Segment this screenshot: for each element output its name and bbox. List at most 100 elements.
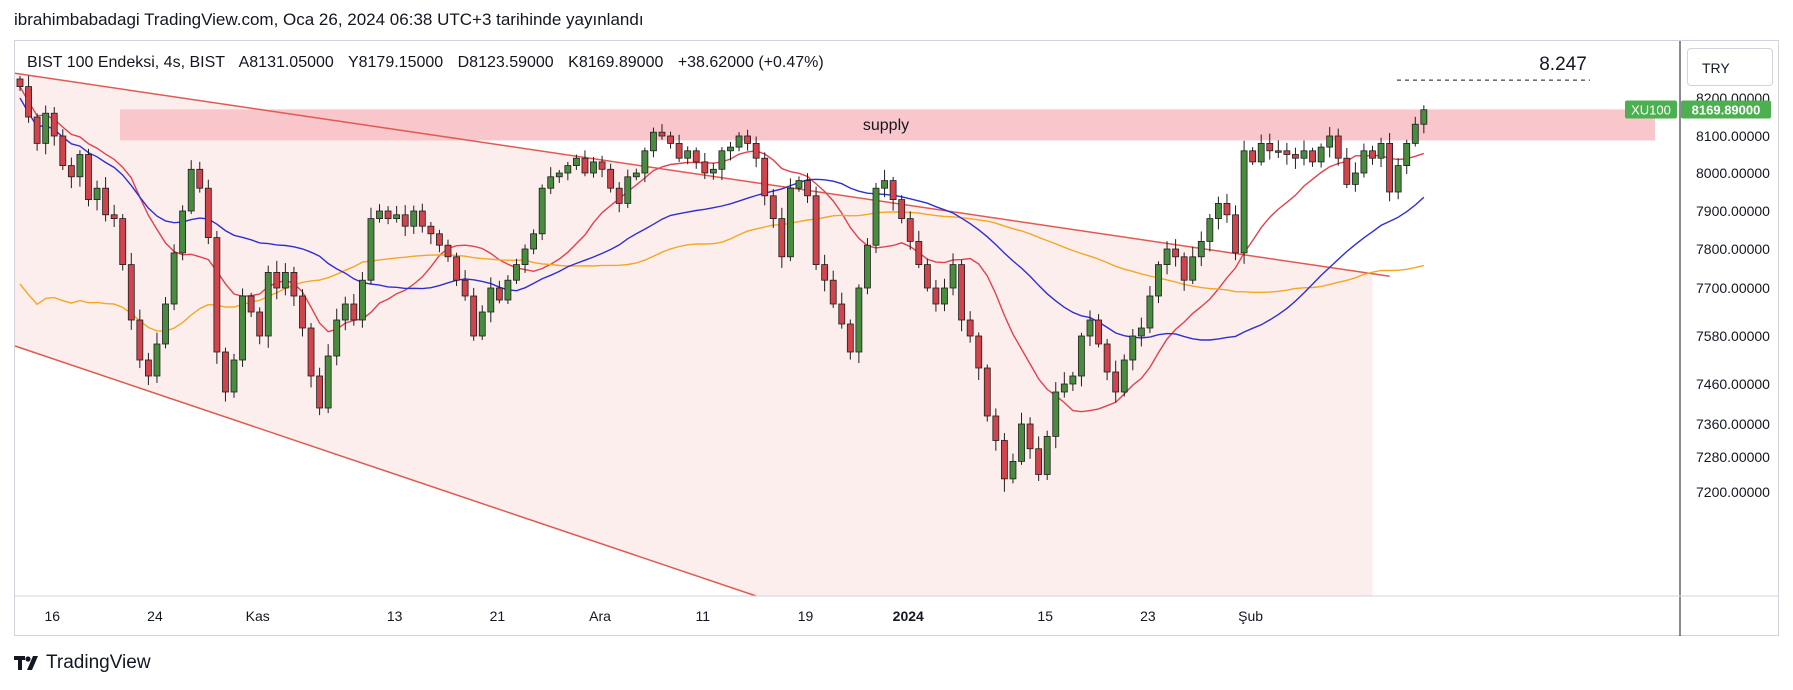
- candle-body: [530, 233, 537, 250]
- candle: [530, 229, 537, 255]
- candle-body: [273, 271, 281, 289]
- candle-body: [718, 150, 726, 170]
- candle-body: [898, 199, 906, 220]
- candle-body: [1266, 142, 1274, 152]
- candle: [136, 309, 144, 369]
- candle-body: [153, 343, 161, 377]
- candle-body: [376, 210, 383, 219]
- candle: [564, 161, 572, 181]
- candle-body: [675, 142, 683, 159]
- candle-body: [838, 303, 846, 325]
- candle-body: [144, 359, 152, 377]
- footer-brand[interactable]: TradingView: [14, 652, 151, 674]
- y-tick-label: 7360.00000: [1696, 416, 1770, 432]
- candle: [667, 131, 674, 149]
- candle: [384, 206, 392, 225]
- candle: [1249, 147, 1257, 165]
- x-tick-label: Şub: [1238, 608, 1263, 624]
- candle-body: [1146, 295, 1154, 329]
- candle: [1274, 140, 1282, 159]
- y-tick-label: 7280.00000: [1696, 449, 1770, 465]
- legend-low: D8123.59000: [457, 54, 554, 71]
- candle-body: [102, 187, 109, 216]
- candle: [838, 292, 846, 329]
- candle: [76, 150, 84, 187]
- candle-body: [67, 165, 75, 178]
- last-price-tag: XU100 8169.89000: [1625, 100, 1771, 119]
- candle: [504, 275, 512, 304]
- candle: [119, 214, 127, 271]
- candle-body: [1086, 319, 1094, 337]
- candle: [1257, 134, 1265, 166]
- candle-body: [769, 195, 777, 220]
- candle-body: [470, 295, 478, 337]
- candle-body: [324, 355, 332, 409]
- candle-body: [1309, 150, 1316, 163]
- candle: [127, 252, 135, 330]
- candle: [709, 162, 717, 180]
- candle-body: [804, 180, 811, 197]
- candle-body: [1411, 123, 1419, 144]
- candle-body: [1283, 150, 1291, 155]
- y-tick-label: 7800.00000: [1696, 241, 1770, 257]
- candle-body: [93, 187, 101, 200]
- candle: [812, 186, 820, 270]
- candle: [1377, 137, 1385, 168]
- candle: [316, 367, 324, 416]
- candle: [735, 132, 743, 152]
- candle-body: [744, 135, 751, 144]
- candle-body: [1069, 375, 1077, 385]
- y-tick-label: 7460.00000: [1696, 376, 1770, 392]
- candle: [1155, 261, 1162, 304]
- candle: [367, 207, 375, 285]
- last-price-badge: [1681, 100, 1771, 119]
- candle: [1360, 143, 1368, 178]
- candle: [547, 167, 555, 194]
- candle: [179, 205, 187, 261]
- candle-body: [33, 116, 41, 144]
- y-tick-label: 7900.00000: [1696, 203, 1770, 219]
- candle: [872, 182, 880, 254]
- candle: [444, 239, 452, 262]
- chart-frame[interactable]: [14, 40, 1779, 636]
- candle-body: [1249, 150, 1257, 163]
- currency-selector[interactable]: TRY: [1687, 48, 1773, 86]
- candle: [958, 259, 965, 332]
- candle: [692, 147, 700, 169]
- candle: [93, 180, 101, 211]
- candle: [632, 168, 640, 181]
- candle: [966, 311, 974, 343]
- candle: [1120, 354, 1128, 397]
- candle-body: [1420, 109, 1428, 125]
- candle-body: [1343, 157, 1351, 185]
- candle: [67, 157, 75, 189]
- candle-body: [1334, 135, 1342, 159]
- candle-body: [1189, 256, 1197, 281]
- channel-fill: [15, 73, 1373, 597]
- legend-symbol[interactable]: BIST 100 Endeksi, 4s, BIST: [27, 54, 226, 71]
- candle-body: [1120, 359, 1128, 393]
- candle: [16, 75, 24, 92]
- candle: [1009, 453, 1017, 484]
- candle: [624, 169, 632, 208]
- candle: [239, 288, 246, 367]
- candle: [1223, 193, 1231, 223]
- channel-upper-line: [14, 72, 1390, 278]
- candle: [590, 156, 597, 178]
- x-tick-label: Kas: [246, 608, 270, 624]
- candle: [513, 258, 520, 284]
- candle: [1283, 142, 1291, 165]
- candle-body: [119, 218, 127, 266]
- candle-body: [881, 180, 888, 189]
- candle: [333, 308, 341, 366]
- candle: [42, 105, 50, 155]
- candle: [898, 195, 906, 224]
- candle-body: [213, 237, 221, 353]
- candle-body: [949, 264, 957, 289]
- candle: [478, 305, 486, 340]
- candle-body: [222, 351, 229, 393]
- candle-body: [564, 165, 572, 174]
- candle-body: [418, 210, 426, 227]
- candle-body: [1009, 460, 1017, 480]
